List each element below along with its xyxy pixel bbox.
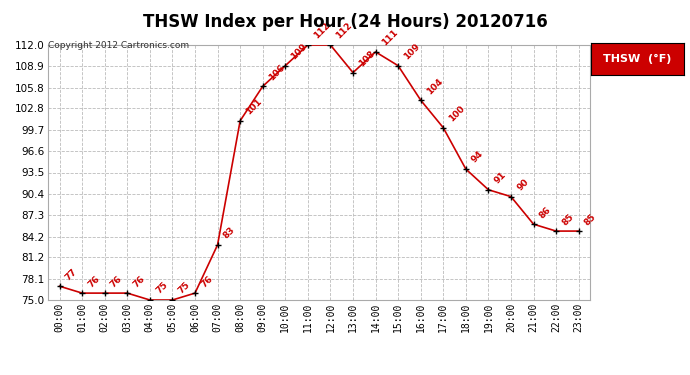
- Text: 83: 83: [221, 225, 237, 241]
- Text: 76: 76: [109, 274, 124, 289]
- Text: 76: 76: [86, 274, 101, 289]
- Text: 109: 109: [402, 42, 422, 62]
- Text: 109: 109: [289, 42, 309, 62]
- Text: 85: 85: [583, 212, 598, 227]
- Text: 100: 100: [447, 104, 467, 123]
- Text: 76: 76: [199, 274, 215, 289]
- Text: 77: 77: [63, 267, 79, 282]
- Text: 76: 76: [132, 274, 147, 289]
- Text: 90: 90: [515, 177, 531, 192]
- Text: 91: 91: [493, 170, 508, 186]
- Text: 94: 94: [470, 150, 485, 165]
- Text: 101: 101: [244, 97, 264, 117]
- Text: 112: 112: [312, 21, 332, 41]
- Text: THSW  (°F): THSW (°F): [603, 54, 671, 64]
- Text: 86: 86: [538, 205, 553, 220]
- Text: THSW Index per Hour (24 Hours) 20120716: THSW Index per Hour (24 Hours) 20120716: [143, 13, 547, 31]
- Text: 112: 112: [335, 21, 354, 41]
- Text: 108: 108: [357, 49, 377, 68]
- Text: 106: 106: [267, 63, 286, 82]
- Text: 85: 85: [560, 212, 575, 227]
- Text: 75: 75: [154, 280, 169, 296]
- Text: 111: 111: [380, 28, 400, 48]
- Text: Copyright 2012 Cartronics.com: Copyright 2012 Cartronics.com: [48, 41, 190, 50]
- Text: 104: 104: [425, 76, 444, 96]
- Text: 75: 75: [177, 280, 192, 296]
